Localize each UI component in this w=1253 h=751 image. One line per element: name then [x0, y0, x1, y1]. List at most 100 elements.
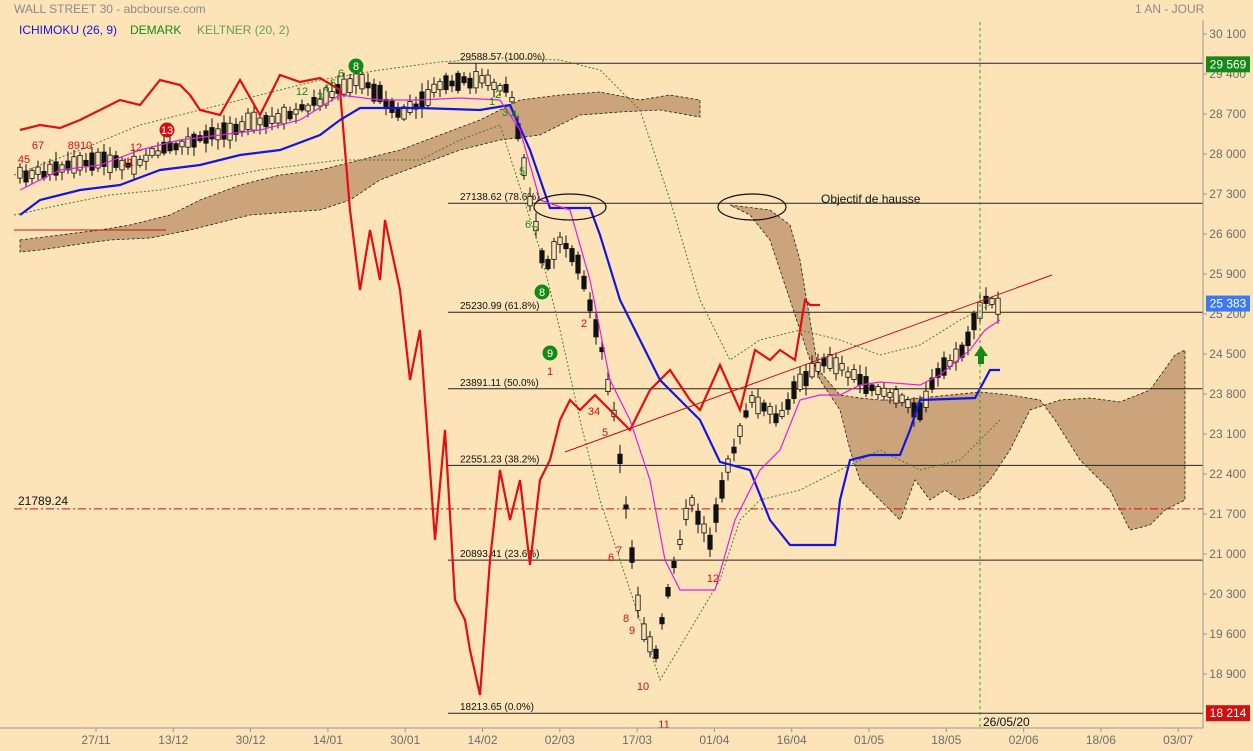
demark-count: 5 — [519, 166, 525, 178]
keltner-bands — [13, 57, 1001, 682]
candle-body — [119, 159, 125, 171]
candle-body — [635, 594, 641, 611]
demark-count: 6 — [338, 68, 344, 80]
kumo-cloud — [19, 91, 701, 253]
candle-body — [935, 368, 941, 378]
demark-count: 11 — [658, 719, 669, 731]
candle-body — [719, 480, 725, 499]
demark-count: 9 — [629, 625, 635, 637]
candle-body — [833, 357, 839, 375]
date-marker-label: 26/05/20 — [983, 715, 1030, 729]
candle-body — [455, 72, 461, 91]
candle-body — [887, 392, 893, 398]
candle-body — [317, 98, 323, 107]
indicator-lines — [19, 22, 1053, 728]
y-tick-label: 22 400 — [1209, 467, 1246, 481]
demark-count: 3 — [317, 91, 323, 103]
candle-body — [449, 80, 455, 87]
candle-body — [791, 381, 797, 399]
keltner-upper — [13, 57, 1001, 361]
x-tick-label: 30/12 — [236, 733, 266, 747]
candle-body — [425, 89, 431, 106]
candle-body — [851, 369, 857, 380]
candle-body — [527, 196, 533, 207]
x-tick-label: 02/03 — [545, 733, 575, 747]
candle-body — [23, 170, 29, 183]
y-tick-label: 19 600 — [1209, 627, 1246, 641]
candle-body — [653, 648, 659, 659]
candle-body — [329, 91, 335, 98]
x-tick-label: 18/06 — [1086, 733, 1116, 747]
candle-body — [365, 82, 371, 89]
demark-count: 10 — [637, 681, 649, 693]
candle-body — [59, 164, 65, 173]
x-tick-label: 01/04 — [699, 733, 729, 747]
x-tick-label: 01/05 — [854, 733, 884, 747]
x-tick-label: 14/01 — [313, 733, 343, 747]
ichimoku-cloud — [19, 91, 1186, 531]
candle-body — [287, 110, 293, 120]
x-tick-label: 17/03 — [622, 733, 652, 747]
candle-body — [107, 154, 113, 174]
price-tag-label: 25 383 — [1210, 297, 1247, 311]
y-tick-label: 23 800 — [1209, 387, 1246, 401]
demark-count: 7 — [533, 225, 539, 237]
candle-body — [899, 394, 905, 404]
candle-body — [587, 299, 593, 312]
demark-circle — [348, 58, 364, 74]
candle-body — [995, 297, 1001, 315]
candle-body — [95, 151, 101, 169]
candle-body — [65, 160, 71, 171]
candle-body — [659, 617, 665, 625]
candle-body — [341, 78, 347, 95]
candle-body — [101, 151, 107, 167]
x-tick-label: 13/12 — [158, 733, 188, 747]
candle-body — [737, 425, 743, 437]
y-tick-label: 26 600 — [1209, 227, 1246, 241]
candle-body — [377, 84, 383, 103]
demark-count: 12 — [130, 142, 142, 154]
candle-body — [305, 104, 311, 112]
demark-count: 45 — [18, 154, 30, 166]
candle-body — [857, 373, 863, 386]
candle-body — [137, 159, 143, 166]
candle-body — [689, 497, 695, 506]
candle-body — [713, 504, 719, 523]
candle-body — [35, 166, 41, 175]
candle-body — [971, 313, 977, 331]
candle-body — [83, 159, 89, 167]
candle-body — [149, 148, 155, 157]
candle-body — [839, 363, 845, 371]
price-tag — [1206, 56, 1250, 73]
candle-body — [443, 75, 449, 91]
candle-body — [623, 504, 629, 510]
x-tick-label: 27/11 — [81, 733, 110, 747]
candle-body — [665, 587, 671, 597]
y-tick-label: 28 000 — [1209, 147, 1246, 161]
x-tick-label: 02/06 — [1009, 733, 1039, 747]
candle-body — [743, 410, 749, 418]
candle-body — [809, 362, 815, 378]
candle-body — [143, 154, 149, 162]
tenkan-sen — [19, 94, 1001, 591]
candle-body — [179, 140, 185, 148]
candle-body — [479, 75, 485, 84]
candle-body — [239, 121, 245, 132]
candle-body — [401, 106, 407, 120]
demark-circle — [534, 284, 550, 300]
demark-count: 8 — [539, 287, 545, 299]
candle-body — [473, 71, 479, 89]
candle-body — [941, 357, 947, 376]
fib-level-label: 25230.99 (61.8%) — [460, 301, 540, 312]
candle-body — [605, 378, 611, 392]
candle-body — [731, 446, 737, 454]
candle-body — [629, 547, 635, 563]
candle-body — [761, 402, 767, 412]
candle-body — [569, 248, 575, 263]
demark-count: 34 — [588, 406, 600, 418]
candle-body — [389, 100, 395, 113]
candle-body — [539, 250, 545, 264]
kijun-sen — [19, 103, 1000, 547]
